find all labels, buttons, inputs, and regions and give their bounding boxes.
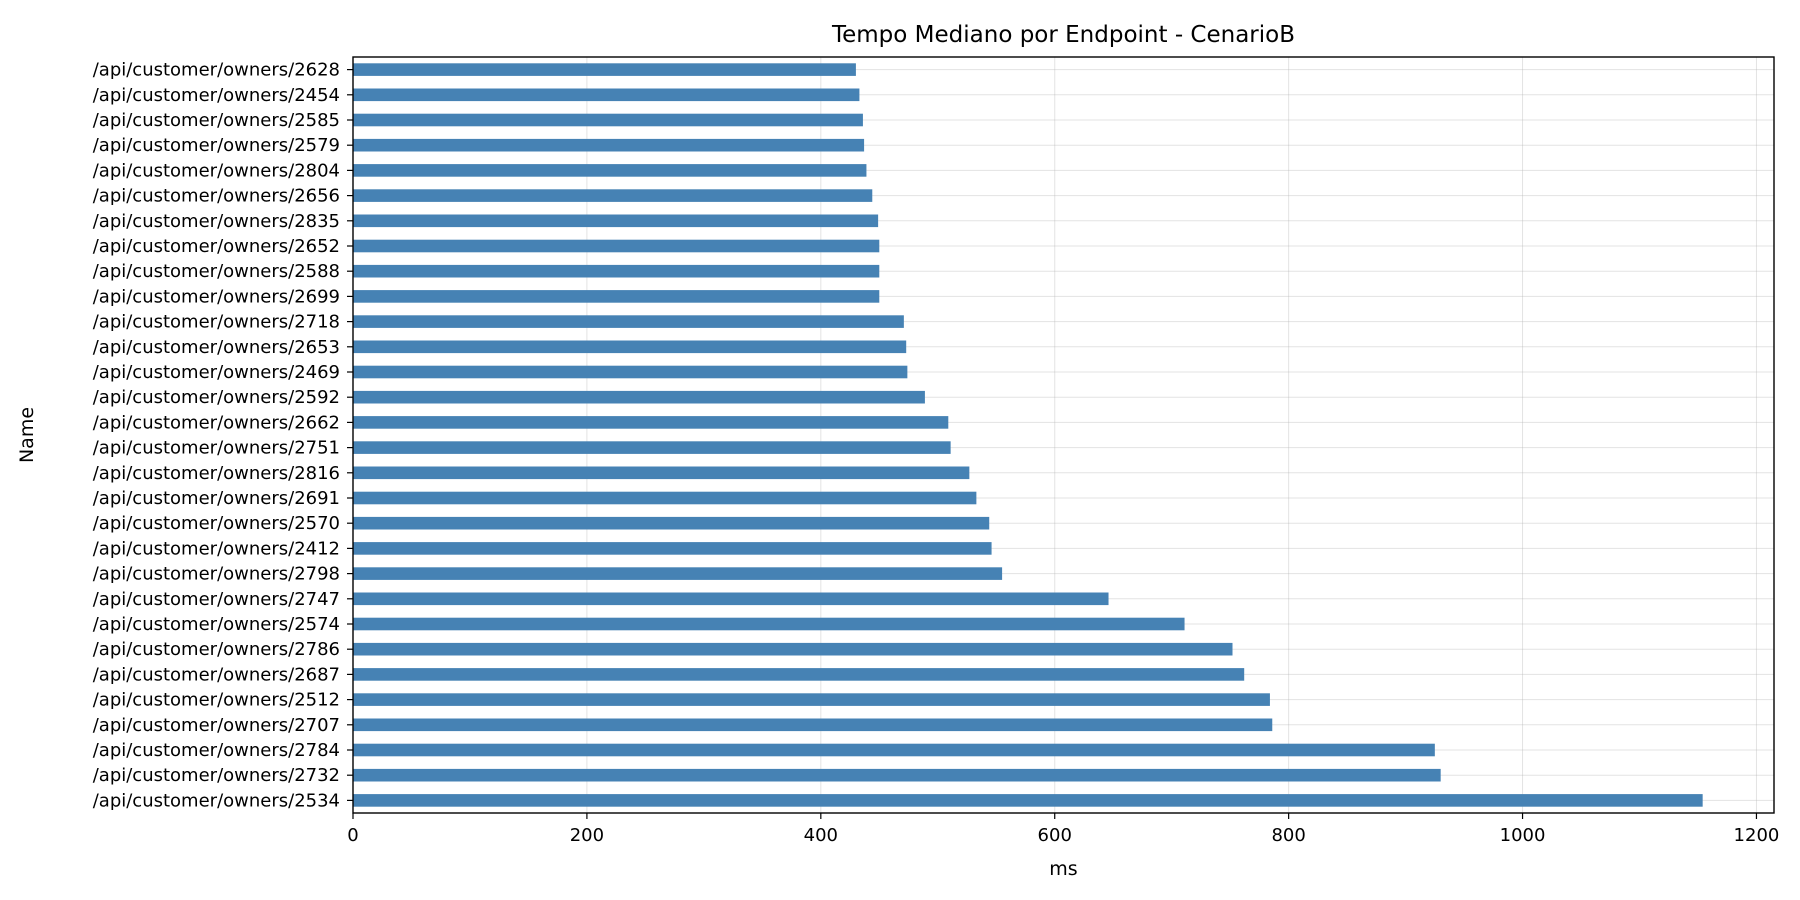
bar [353,113,863,127]
bar [353,794,1703,807]
y-tick-label: /api/customer/owners/2579 [93,135,340,156]
bar [353,390,925,404]
bar [353,642,1233,656]
y-tick-label: /api/customer/owners/2798 [93,564,340,585]
bar [353,592,1109,606]
bar [353,693,1270,706]
y-tick-label: /api/customer/owners/2784 [93,740,340,761]
y-tick-label: /api/customer/owners/2804 [93,160,340,181]
y-tick-label: /api/customer/owners/2628 [93,60,340,81]
y-tick-label: /api/customer/owners/2662 [93,412,340,433]
bar [353,441,951,454]
y-tick-label: /api/customer/owners/2747 [93,589,340,610]
y-axis-label: Name [16,407,38,463]
y-tick-label: /api/customer/owners/2732 [93,765,340,786]
x-tick-label: 800 [1271,825,1305,846]
bar [353,138,865,152]
y-tick-label: /api/customer/owners/2656 [93,186,340,207]
bar [353,214,879,228]
x-tick-label: 0 [347,825,358,846]
bar [353,365,908,379]
y-tick-label: /api/customer/owners/2534 [93,790,340,811]
y-tick-label: /api/customer/owners/2454 [93,85,340,106]
y-tick-label: /api/customer/owners/2786 [93,639,340,660]
bar [353,617,1185,631]
y-tick-label: /api/customer/owners/2751 [93,438,340,459]
bar [353,315,904,328]
bars [353,63,1703,807]
x-tick-label: 1200 [1734,825,1780,846]
y-tick-label: /api/customer/owners/2652 [93,236,340,257]
y-tick-label: /api/customer/owners/2816 [93,463,340,484]
x-axis-ticks: 0 200 400 600 800 1000 1200 [347,813,1779,846]
bar [353,264,880,278]
y-tick-label: /api/customer/owners/2835 [93,211,340,232]
bar [353,164,867,177]
bar [353,542,992,555]
x-axis-label: ms [1049,858,1077,880]
bar [353,466,970,480]
bar [353,88,860,102]
bar [353,668,1245,681]
bar [353,290,880,303]
x-tick-label: 600 [1038,825,1072,846]
plot-frame [352,56,1775,814]
bar [353,491,977,505]
bar [353,516,990,530]
bar [353,567,1003,580]
x-tick-label: 200 [570,825,604,846]
chart-title: Tempo Mediano por Endpoint - CenarioB [831,22,1295,48]
bar [353,340,907,354]
y-tick-label: /api/customer/owners/2691 [93,488,340,509]
y-tick-label: /api/customer/owners/2570 [93,513,340,534]
y-tick-label: /api/customer/owners/2718 [93,312,340,333]
bar [353,743,1435,757]
bar [353,239,880,253]
bar [353,768,1441,782]
y-tick-label: /api/customer/owners/2653 [93,337,340,358]
bar [353,189,873,202]
x-tick-label: 400 [804,825,838,846]
y-tick-label: /api/customer/owners/2588 [93,261,340,282]
y-tick-label: /api/customer/owners/2512 [93,690,340,711]
y-tick-label: /api/customer/owners/2707 [93,715,340,736]
y-axis-ticks: /api/customer/owners/2628/api/customer/o… [93,60,353,811]
y-tick-label: /api/customer/owners/2687 [93,664,340,685]
y-tick-label: /api/customer/owners/2412 [93,538,340,559]
bar [353,718,1273,732]
y-tick-label: /api/customer/owners/2699 [93,286,340,307]
x-tick-label: 1000 [1500,825,1546,846]
bar [353,63,856,76]
y-tick-label: /api/customer/owners/2592 [93,387,340,408]
y-tick-label: /api/customer/owners/2574 [93,614,340,635]
bar [353,416,949,429]
y-tick-label: /api/customer/owners/2585 [93,110,340,131]
y-tick-label: /api/customer/owners/2469 [93,362,340,383]
